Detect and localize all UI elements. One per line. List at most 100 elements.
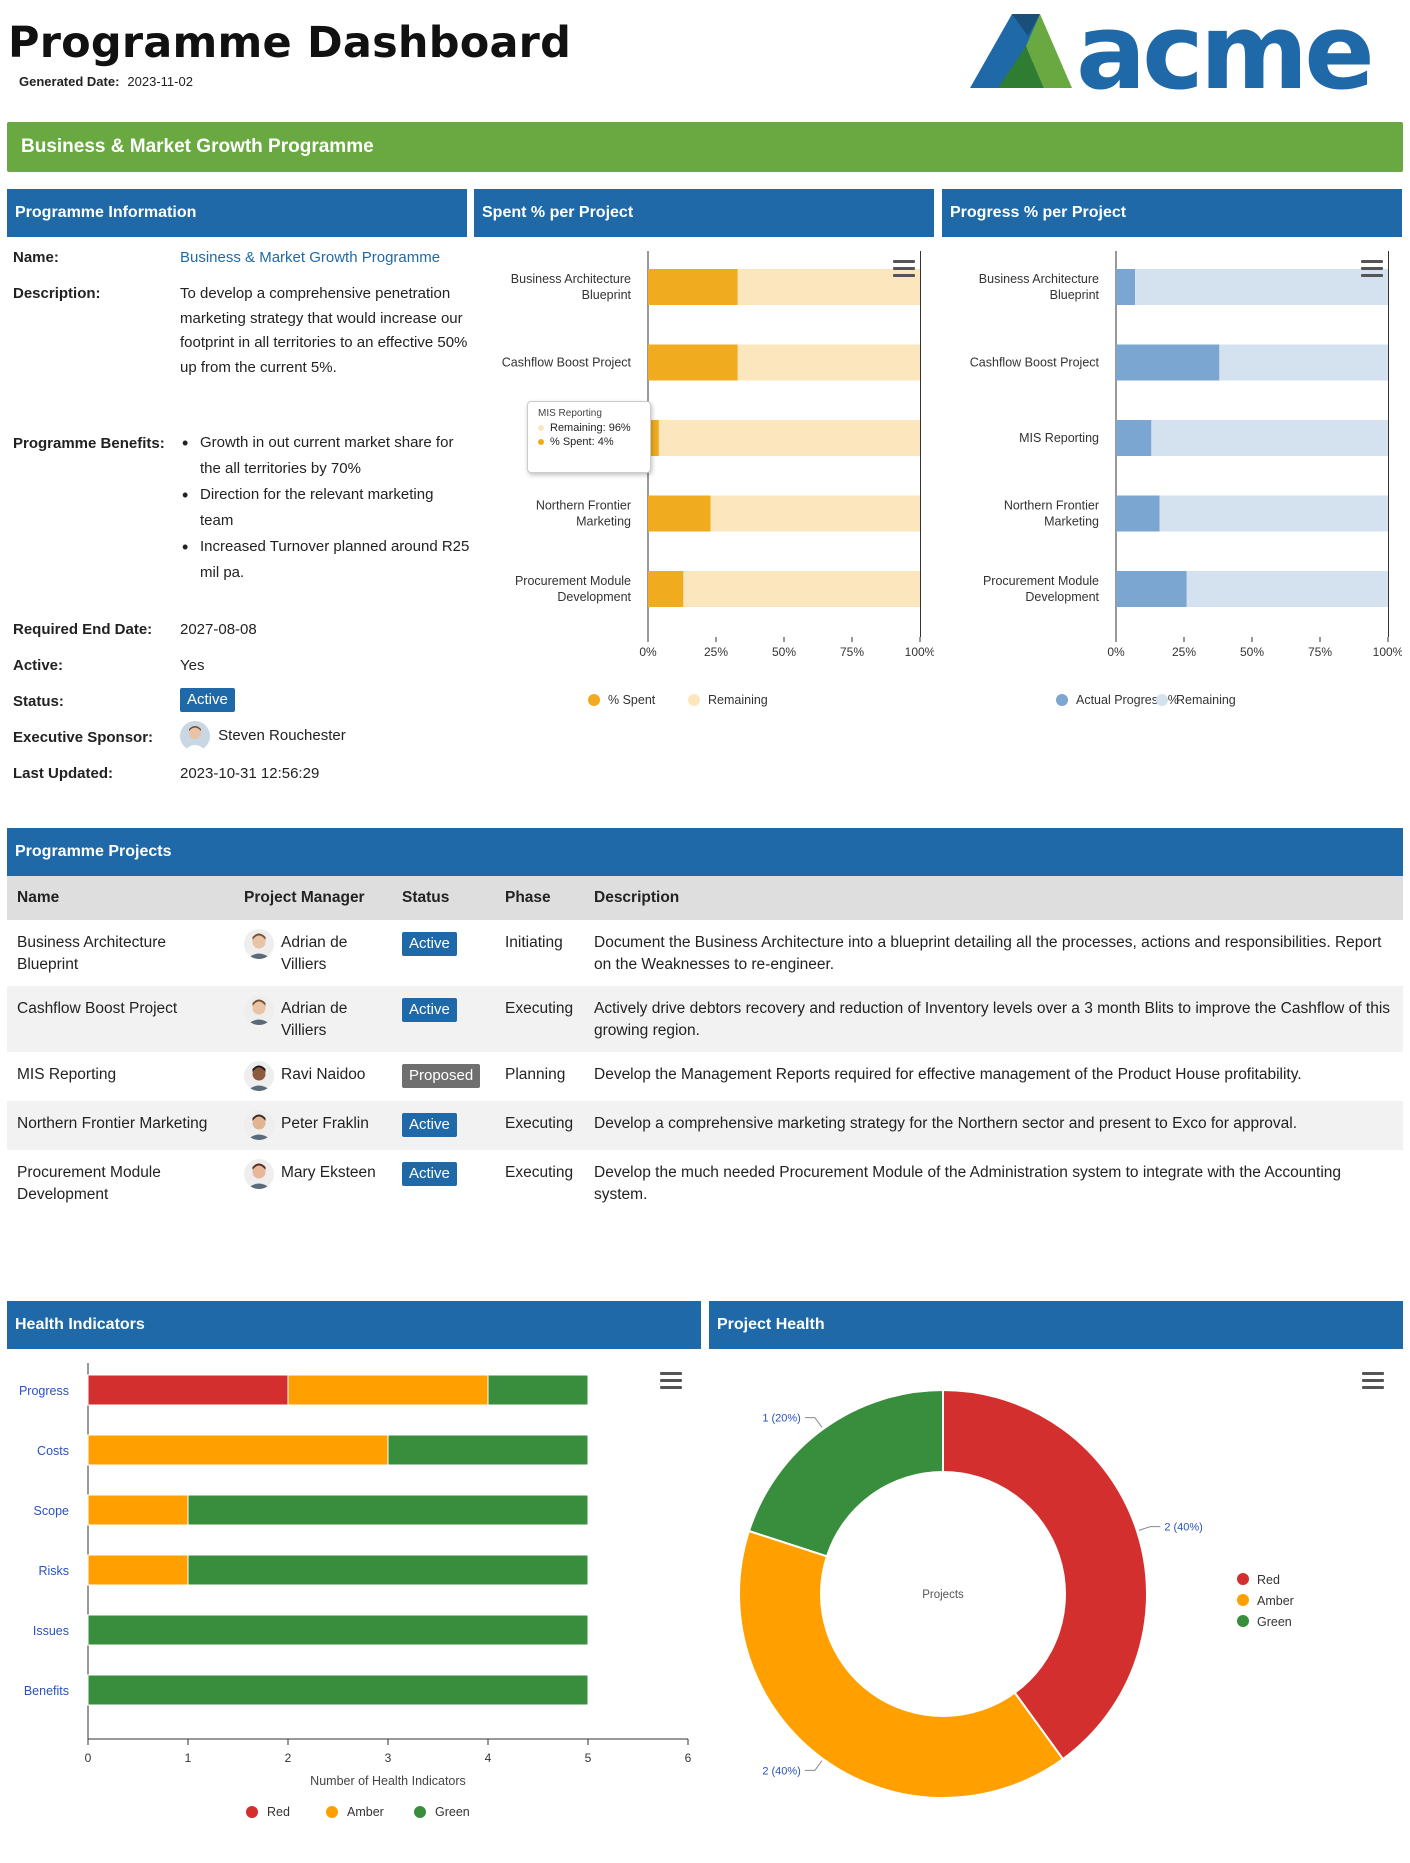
benefit-item: Increased Turnover planned around R25 mi… xyxy=(180,534,470,586)
bar-segment xyxy=(683,571,920,607)
category-label: Issues xyxy=(33,1624,69,1638)
programme-projects-panel: Programme Projects xyxy=(7,828,1403,876)
health-indicators-heading: Health Indicators xyxy=(7,1301,701,1349)
project-health-heading: Project Health xyxy=(709,1301,1403,1349)
project-phase-cell: Executing xyxy=(495,986,584,1052)
project-health-chart: Projects 2 (40%) 2 (40%) 1 (20%) Red Amber Gre… xyxy=(738,1388,1294,1799)
table-row[interactable]: Northern Frontier Marketing Peter Fraklin… xyxy=(7,1101,1403,1150)
spent-chart-menu-icon[interactable] xyxy=(893,260,915,278)
manager-name: Peter Fraklin xyxy=(281,1115,369,1132)
category-label: Procurement Module xyxy=(983,574,1099,588)
category-label: Northern Frontier xyxy=(1004,499,1099,513)
benefit-item: Growth in out current market share for t… xyxy=(180,430,470,482)
bar-segment xyxy=(1116,420,1152,456)
svg-text:acme: acme xyxy=(1076,6,1371,98)
projects-table: Name Project Manager Status Phase Descri… xyxy=(7,876,1403,1216)
status-badge: Active xyxy=(402,932,457,956)
progress-chart: Business Architecture Blueprint Cashflow B… xyxy=(970,251,1402,707)
category-label: Scope xyxy=(34,1504,69,1518)
active-label: Active: xyxy=(13,657,64,674)
manager-avatar xyxy=(244,929,274,959)
health-chart-menu-icon[interactable] xyxy=(660,1372,682,1390)
project-health-panel: Project Health xyxy=(709,1301,1403,1349)
progress-chart-menu-icon[interactable] xyxy=(1361,260,1383,278)
table-row[interactable]: Cashflow Boost Project Adrian de Villiers… xyxy=(7,986,1403,1052)
legend-label: Amber xyxy=(1257,1594,1294,1608)
x-tick-label: 0 xyxy=(85,1751,92,1765)
column-header-manager[interactable]: Project Manager xyxy=(234,876,392,920)
project-description-cell: Actively drive debtors recovery and redu… xyxy=(584,986,1403,1052)
category-label: Business Architecture xyxy=(511,272,631,286)
x-tick-label: 100% xyxy=(905,645,934,659)
bar-segment xyxy=(648,495,711,532)
programme-information-panel: Programme Information xyxy=(7,189,467,237)
project-phase-cell: Executing xyxy=(495,1101,584,1150)
sponsor-avatar xyxy=(180,721,210,751)
bar-segment xyxy=(87,1434,389,1466)
status-badge: Proposed xyxy=(402,1064,481,1088)
legend-label: % Spent xyxy=(608,693,656,707)
generated-date-label: Generated Date: xyxy=(19,74,120,89)
progress-chart-panel: Progress % per Project xyxy=(942,189,1402,237)
programme-name-link[interactable]: Business & Market Growth Programme xyxy=(180,249,441,266)
name-label: Name: xyxy=(13,249,59,266)
column-header-description[interactable]: Description xyxy=(584,876,1403,920)
legend-marker xyxy=(1056,694,1068,706)
x-tick-label: 1 xyxy=(185,1751,192,1765)
status-label: Status: xyxy=(13,693,64,710)
manager-avatar xyxy=(244,1110,274,1140)
tooltip-spent-dot xyxy=(538,439,544,446)
column-header-status[interactable]: Status xyxy=(392,876,495,920)
table-row[interactable]: Business Architecture Blueprint Adrian de… xyxy=(7,920,1403,986)
generated-date-value: 2023-11-02 xyxy=(127,74,193,89)
bar-segment xyxy=(187,1554,589,1586)
tooltip-remaining: Remaining: 96% xyxy=(550,422,631,434)
bar-segment xyxy=(658,420,920,456)
x-axis-title: Number of Health Indicators xyxy=(310,1774,466,1788)
legend-marker xyxy=(588,694,600,706)
tooltip-spent: % Spent: 4% xyxy=(550,436,614,448)
donut-data-label: 1 (20%) xyxy=(762,1413,801,1425)
sponsor-name: Steven Rouchester xyxy=(218,726,346,744)
project-health-menu-icon[interactable] xyxy=(1362,1372,1384,1390)
donut-center-label: Projects xyxy=(922,1589,964,1601)
status-badge: Active xyxy=(402,998,457,1022)
category-label: Marketing xyxy=(576,515,631,529)
project-status-cell: Active xyxy=(392,986,495,1052)
last-updated-value: 2023-10-31 12:56:29 xyxy=(180,765,320,782)
bar-segment xyxy=(187,1494,589,1526)
table-row[interactable]: Procurement Module Development Mary Ekste… xyxy=(7,1150,1403,1216)
x-tick-label: 2 xyxy=(285,1751,292,1765)
column-header-phase[interactable]: Phase xyxy=(495,876,584,920)
donut-connector xyxy=(1138,1526,1161,1531)
category-label: Blueprint xyxy=(1050,288,1100,302)
legend-label: Remaining xyxy=(708,693,768,707)
x-tick-label: 25% xyxy=(1172,645,1196,659)
project-name-cell: Cashflow Boost Project xyxy=(7,986,234,1052)
category-label: MIS Reporting xyxy=(1019,431,1099,445)
donut-slice xyxy=(942,1388,1148,1761)
last-updated-label: Last Updated: xyxy=(13,765,114,782)
legend-label: Remaining xyxy=(1176,693,1236,707)
x-tick-label: 50% xyxy=(772,645,796,659)
project-manager-cell: Adrian de Villiers xyxy=(234,986,392,1052)
acme-logo: acme xyxy=(970,6,1375,98)
project-manager-cell: Ravi Naidoo xyxy=(234,1052,392,1101)
end-date-label: Required End Date: xyxy=(13,621,153,638)
x-tick-label: 5 xyxy=(585,1751,592,1765)
programme-projects-heading: Programme Projects xyxy=(7,828,1403,876)
manager-name: Adrian de Villiers xyxy=(281,1000,348,1039)
programme-information-body: Name: Business & Market Growth Programme… xyxy=(7,237,470,797)
category-label: Risks xyxy=(38,1564,69,1578)
column-header-name[interactable]: Name xyxy=(7,876,234,920)
table-row[interactable]: MIS Reporting Ravi Naidoo Proposed Planning… xyxy=(7,1052,1403,1101)
donut-connector xyxy=(804,1760,823,1771)
x-tick-label: 100% xyxy=(1373,645,1402,659)
project-status-cell: Active xyxy=(392,1150,495,1216)
legend-marker xyxy=(326,1806,338,1818)
status-badge: Active xyxy=(402,1162,457,1186)
project-phase-cell: Planning xyxy=(505,1066,566,1083)
bar-segment xyxy=(737,269,920,305)
project-manager-cell: Adrian de Villiers xyxy=(234,920,392,986)
project-name-cell: Procurement Module Development xyxy=(17,1164,161,1203)
